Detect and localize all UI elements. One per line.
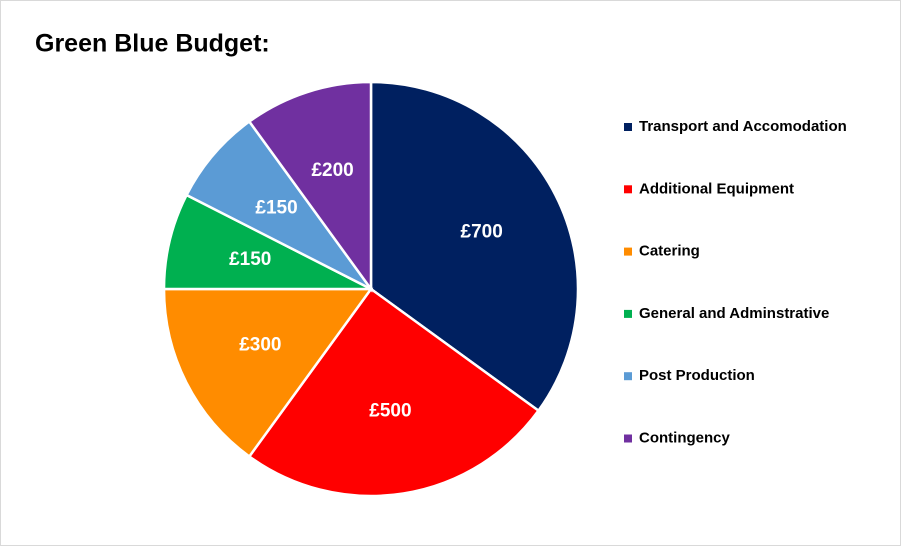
pie-slice: [247, 80, 373, 293]
data-label: £700: [461, 222, 503, 243]
pie-slice: [369, 80, 580, 413]
chart-title: Green Blue Budget:: [35, 30, 270, 58]
legend-label: Post Production: [639, 367, 755, 384]
legend-swatch: [624, 123, 632, 131]
legend-swatch: [624, 309, 632, 318]
pie-slice: [162, 287, 374, 459]
legend-label: Contingency: [639, 429, 730, 446]
legend-label: Transport and Accomodation: [639, 118, 847, 135]
pie-slice: [162, 193, 372, 291]
legend-swatch: [624, 185, 632, 194]
data-label: £200: [311, 160, 353, 181]
pie-slice: [184, 119, 373, 291]
legend-label: Additional Equipment: [639, 180, 794, 197]
data-label: £300: [239, 334, 281, 355]
legend-label: General and Adminstrative: [639, 305, 829, 322]
legend-swatch: [624, 372, 632, 381]
data-label: £500: [369, 401, 411, 422]
pie-slice: [247, 287, 541, 498]
legend-swatch: [624, 247, 632, 256]
data-label: £150: [229, 249, 271, 270]
legend-label: Catering: [639, 243, 700, 260]
data-label: £150: [255, 197, 297, 218]
legend-swatch: [624, 434, 632, 443]
